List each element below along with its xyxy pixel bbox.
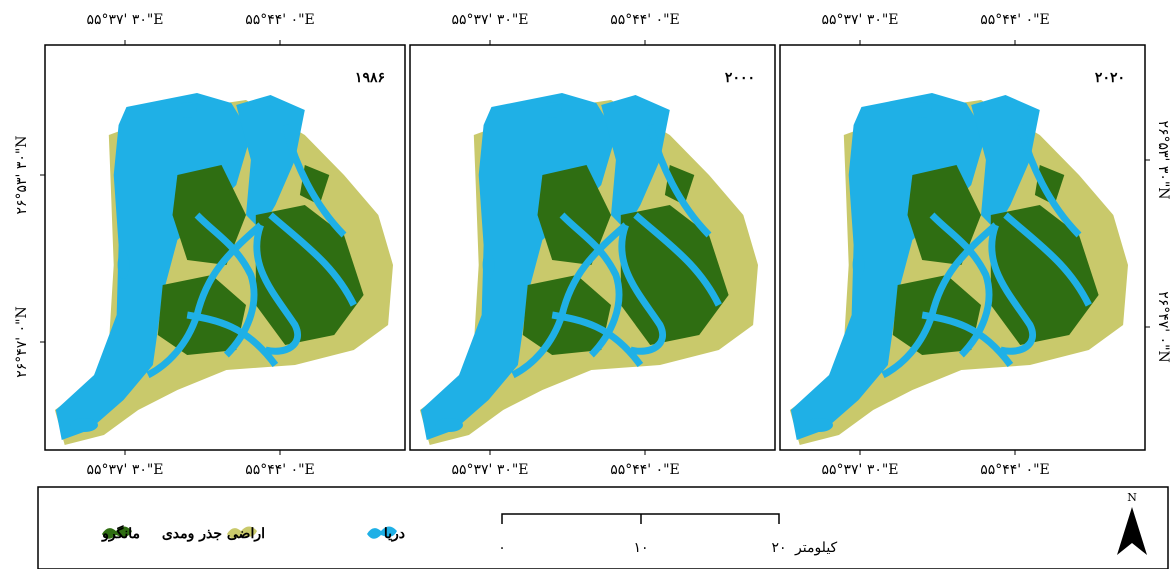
year-label: ۱۹۸۶ — [355, 70, 385, 86]
scale-unit: کیلومتر — [794, 540, 838, 556]
bottom-coord-label: ۵۵°۳۷' ۳۰"E — [86, 462, 163, 478]
north-label: N — [1127, 491, 1137, 504]
bottom-coord-label: ۵۵°۳۷' ۳۰"E — [821, 462, 898, 478]
legend-item: دریا — [367, 526, 405, 542]
top-coord-label: ۵۵°۳۷' ۳۰"E — [451, 12, 528, 28]
year-label: ۲۰۰۰ — [725, 70, 755, 86]
right-coord-label: ۲۶°۴۷' ۰"N — [1155, 291, 1171, 363]
year-label: ۲۰۲۰ — [1095, 70, 1125, 86]
legend-label: اراضی جذر ومدی — [162, 526, 265, 542]
right-coord-label: ۲۶°۵۳' ۳۰"N — [1155, 120, 1171, 199]
legend-label: دریا — [384, 526, 405, 542]
left-coord-label: ۲۶°۵۳' ۳۰"N — [14, 135, 30, 214]
legend-label: مانگرو — [101, 525, 140, 542]
left-coord-label: ۲۶°۴۷' ۰"N — [14, 306, 30, 378]
top-coord-label: ۵۵°۴۴' ۰"E — [610, 12, 680, 28]
scale-bar — [502, 514, 779, 524]
bottom-coord-label: ۵۵°۴۴' ۰"E — [980, 462, 1050, 478]
figure: ۱۹۸۶ ۵۵°۳۷' ۳۰"E ۵۵°۳۷' ۳۰"E ۵۵°۴۴' ۰"E ۵۵°۴… — [0, 0, 1174, 569]
bottom-coord-label: ۵۵°۴۴' ۰"E — [245, 462, 315, 478]
scale-label: ۲۰ — [771, 540, 786, 556]
north-arrow — [1117, 507, 1147, 555]
top-coord-label: ۵۵°۴۴' ۰"E — [980, 12, 1050, 28]
legend-item: مانگرو — [101, 525, 140, 542]
bottom-coord-label: ۵۵°۴۴' ۰"E — [610, 462, 680, 478]
legend-item: اراضی جذر ومدی — [162, 526, 265, 542]
top-coord-label: ۵۵°۳۷' ۳۰"E — [821, 12, 898, 28]
scale-label: ۰ — [498, 540, 506, 556]
scale-label: ۱۰ — [633, 540, 648, 556]
top-coord-label: ۵۵°۳۷' ۳۰"E — [86, 12, 163, 28]
top-coord-label: ۵۵°۴۴' ۰"E — [245, 12, 315, 28]
bottom-coord-label: ۵۵°۳۷' ۳۰"E — [451, 462, 528, 478]
